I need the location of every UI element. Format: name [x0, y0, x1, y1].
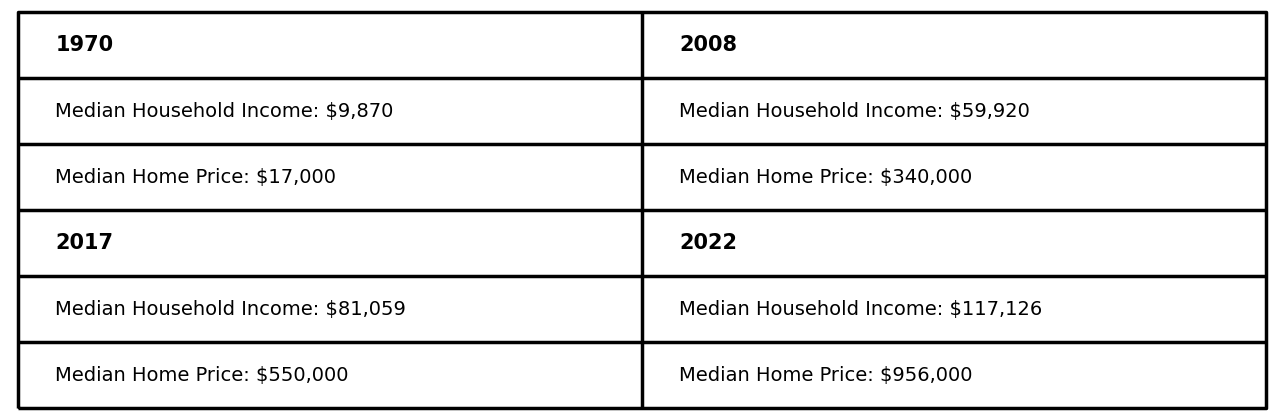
Text: Median Household Income: $81,059: Median Household Income: $81,059	[55, 299, 406, 318]
Text: Median Household Income: $59,920: Median Household Income: $59,920	[679, 102, 1030, 121]
Text: Median Home Price: $956,000: Median Home Price: $956,000	[679, 365, 973, 384]
Text: Median Home Price: $340,000: Median Home Price: $340,000	[679, 168, 973, 186]
Text: 2017: 2017	[55, 233, 113, 253]
Text: Median Home Price: $17,000: Median Home Price: $17,000	[55, 168, 336, 186]
Text: Median Household Income: $9,870: Median Household Income: $9,870	[55, 102, 394, 121]
Text: Median Home Price: $550,000: Median Home Price: $550,000	[55, 365, 349, 384]
Text: Median Household Income: $117,126: Median Household Income: $117,126	[679, 299, 1043, 318]
Text: 2008: 2008	[679, 35, 737, 55]
Text: 1970: 1970	[55, 35, 113, 55]
Text: 2022: 2022	[679, 233, 737, 253]
